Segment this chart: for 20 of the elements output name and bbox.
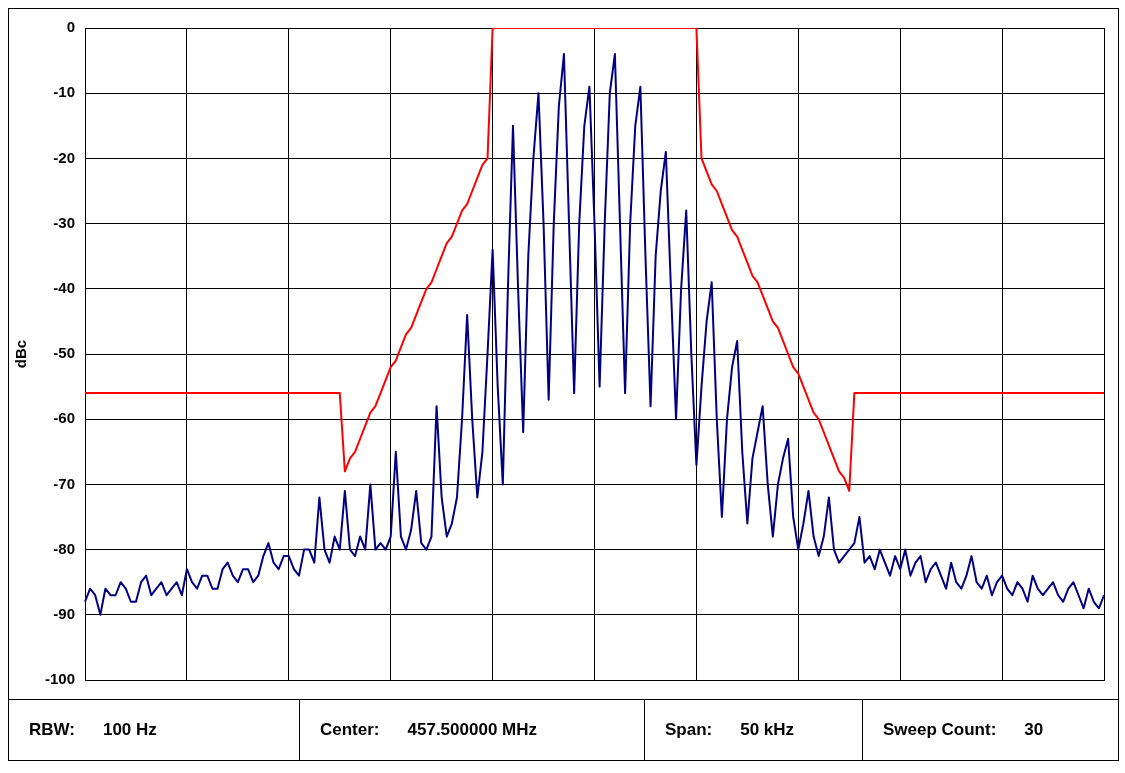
text: 100 Hz xyxy=(102,720,157,740)
text: Span: xyxy=(665,720,713,740)
y-tick-label: 0 xyxy=(66,18,76,36)
y-tick-label: -10 xyxy=(53,83,76,101)
y-tick-label: -100 xyxy=(44,670,76,688)
text: 30 xyxy=(1024,720,1044,740)
y-tick-label: -70 xyxy=(53,474,76,492)
y-tick-label: -20 xyxy=(53,148,76,166)
y-tick-label: -90 xyxy=(53,604,76,622)
y-tick-label: -60 xyxy=(53,409,76,427)
y-tick-label: -50 xyxy=(53,344,76,362)
y-tick-label: -40 xyxy=(53,278,76,296)
y-tick-label: -30 xyxy=(53,213,76,231)
text: RBW: xyxy=(29,720,75,740)
text: 50 kHz xyxy=(740,720,795,740)
text: 457.500000 MHz xyxy=(407,720,537,740)
text: Center: xyxy=(320,720,380,740)
text: Sweep Count: xyxy=(883,720,997,740)
y-tick-label: -80 xyxy=(53,539,76,557)
y-axis-title: dBc xyxy=(12,339,30,369)
